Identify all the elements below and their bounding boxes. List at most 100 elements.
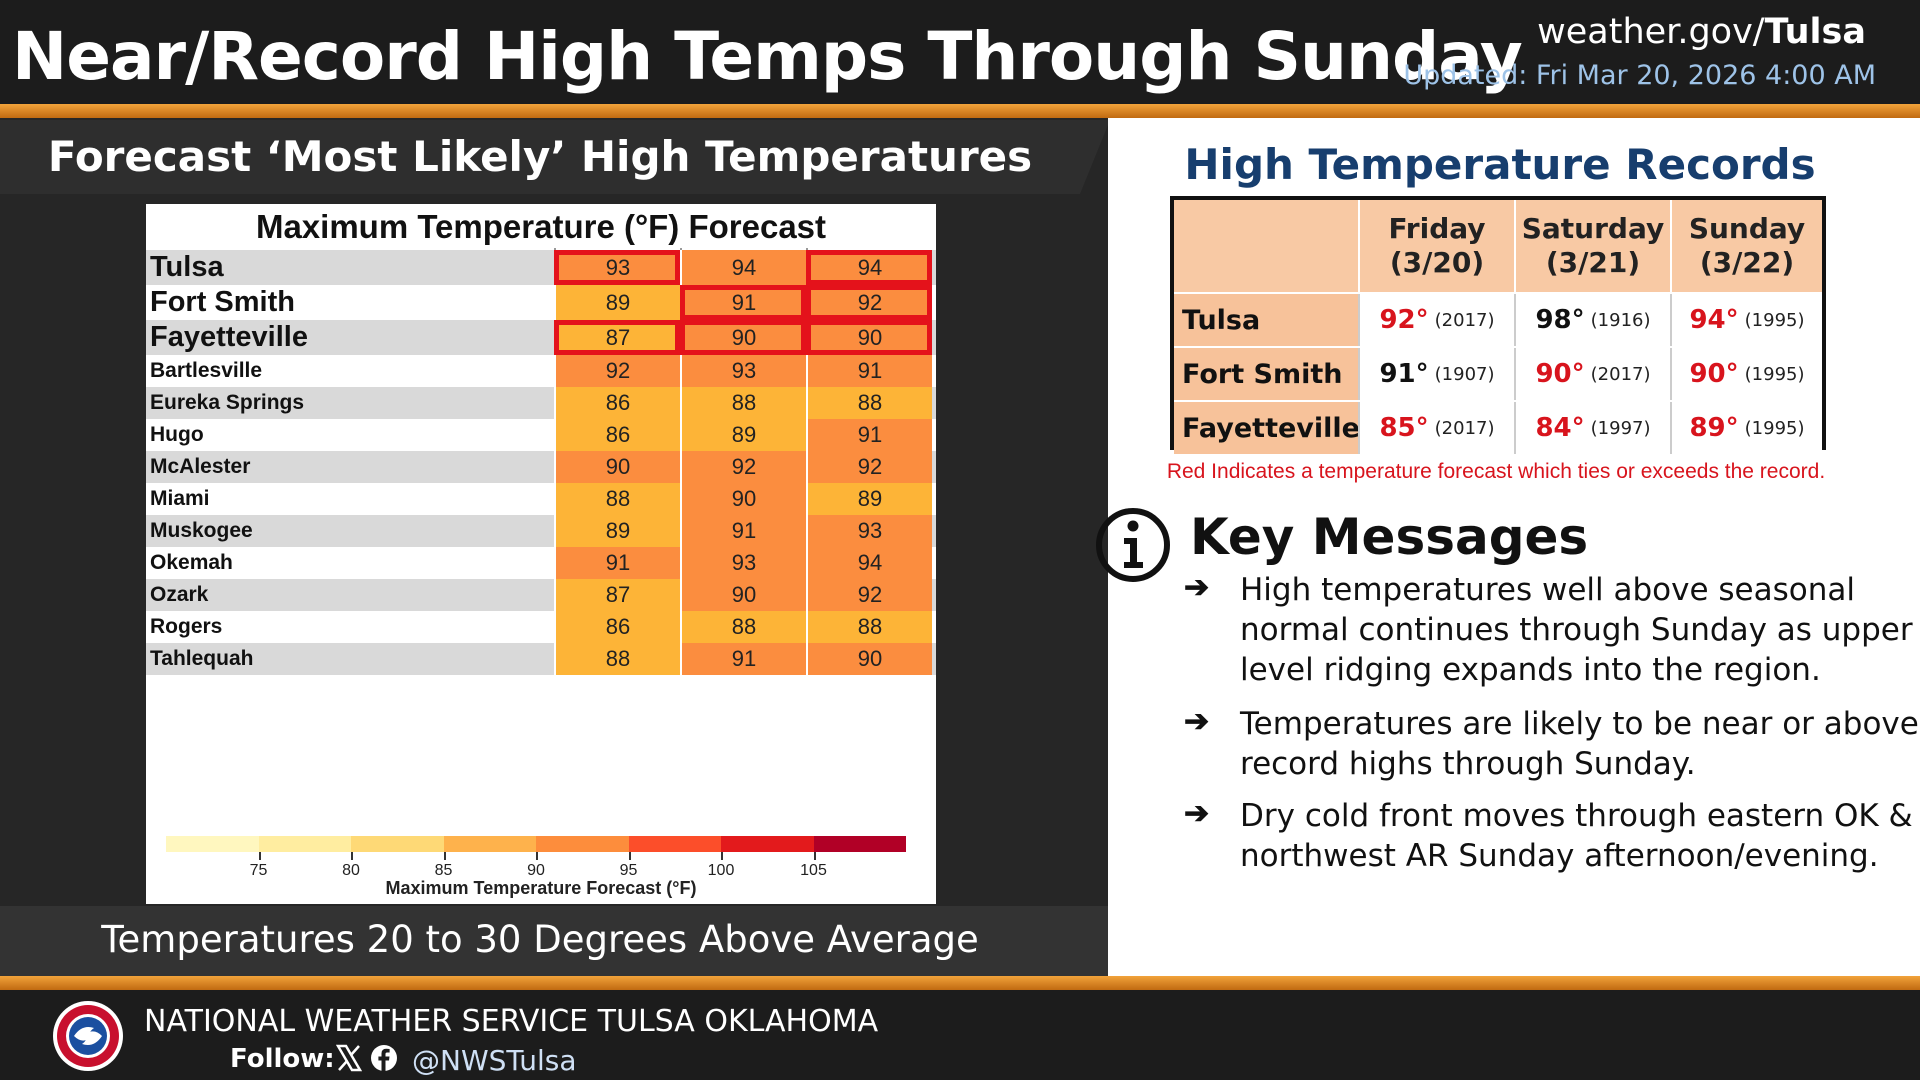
forecast-table-title: Maximum Temperature (°F) Forecast <box>255 208 827 245</box>
footer <box>0 990 1920 1080</box>
color-scale-tick <box>721 852 723 860</box>
record-temp: 92° <box>1379 305 1429 335</box>
forecast-city-label: Tulsa <box>150 251 224 283</box>
record-year: (1907) <box>1434 363 1495 385</box>
header: Near/Record High Temps Through Sunday we… <box>0 0 1920 104</box>
forecast-temp-cell: 88 <box>680 387 806 419</box>
forecast-row: Fayetteville 87 90 90 <box>146 320 936 355</box>
forecast-temp-cell: 93 <box>806 515 932 547</box>
forecast-temp-cell: 92 <box>806 451 932 483</box>
forecast-temp-cell: 91 <box>806 419 932 451</box>
records-header-sunday: Sunday (3/22) <box>1670 200 1822 292</box>
forecast-temp-cell: 89 <box>680 419 806 451</box>
record-year: (1995) <box>1744 417 1805 439</box>
site-link[interactable]: weather.gov/Tulsa <box>1537 12 1866 52</box>
color-scale-tick <box>628 852 631 860</box>
forecast-row: Tulsa 93 94 94 <box>146 250 936 285</box>
site-prefix: weather.gov/ <box>1537 12 1765 52</box>
footer-divider <box>0 976 1920 990</box>
forecast-temp-cell: 90 <box>680 483 806 515</box>
forecast-temp-cell: 94 <box>806 250 932 285</box>
forecast-city-label: Rogers <box>150 615 223 638</box>
forecast-city-label: Tahlequah <box>150 647 254 670</box>
forecast-row: Okemah 91 93 94 <box>146 547 936 579</box>
forecast-temp-cell: 94 <box>680 250 806 285</box>
record-cell: 90° (2017) <box>1514 348 1670 400</box>
forecast-temp-cell: 93 <box>680 547 806 579</box>
forecast-temp-cell: 86 <box>554 611 680 643</box>
record-cell: 84° (1997) <box>1514 402 1670 454</box>
record-year: (1995) <box>1744 309 1805 331</box>
color-scale-tick <box>258 852 261 860</box>
record-temp: 84° <box>1535 413 1585 443</box>
forecast-city-label: Fort Smith <box>150 286 295 318</box>
arrow-right-icon: ➔ <box>1184 571 1210 604</box>
follow-label: Follow: <box>230 1044 335 1074</box>
forecast-temp-cell: 91 <box>554 547 680 579</box>
record-temp: 98° <box>1535 305 1585 335</box>
key-messages-title: Key Messages <box>1190 508 1589 566</box>
records-row: Tulsa 92° (2017) 98° (1916) 94° (1995) <box>1174 292 1822 346</box>
record-temp: 85° <box>1379 413 1429 443</box>
color-scale-tick <box>351 852 353 860</box>
forecast-temp-cell: 87 <box>554 579 680 611</box>
records-city-label: Fort Smith <box>1174 348 1358 400</box>
record-year: (2017) <box>1590 363 1651 385</box>
x-logo-icon[interactable] <box>336 1044 362 1072</box>
records-title: High Temperature Records <box>1184 140 1816 189</box>
forecast-temp-cell: 89 <box>554 515 680 547</box>
forecast-row: Fort Smith 89 91 92 <box>146 285 936 320</box>
forecast-temp-cell: 90 <box>806 320 932 355</box>
forecast-temp-cell: 88 <box>680 611 806 643</box>
forecast-row: Tahlequah 88 91 90 <box>146 643 936 675</box>
forecast-temp-cell: 86 <box>554 419 680 451</box>
record-cell: 98° (1916) <box>1514 294 1670 346</box>
forecast-temp-cell: 88 <box>554 483 680 515</box>
arrow-right-icon: ➔ <box>1184 705 1210 738</box>
forecast-row: Eureka Springs 86 88 88 <box>146 387 936 419</box>
color-scale-bar <box>166 836 906 852</box>
record-temp: 89° <box>1689 413 1739 443</box>
records-note: Red Indicates a temperature forecast whi… <box>1166 460 1826 483</box>
office-name: NATIONAL WEATHER SERVICE TULSA OKLAHOMA <box>144 1004 879 1039</box>
color-scale-segment <box>721 836 814 852</box>
color-scale-label: 80 <box>342 862 360 879</box>
record-year: (1997) <box>1590 417 1651 439</box>
record-cell: 85° (2017) <box>1358 402 1514 454</box>
forecast-temp-cell: 88 <box>806 387 932 419</box>
forecast-temp-cell: 89 <box>806 483 932 515</box>
forecast-temp-cell: 87 <box>554 320 680 355</box>
forecast-row: Ozark 87 90 92 <box>146 579 936 611</box>
record-year: (2017) <box>1434 309 1495 331</box>
records-header-friday: Friday (3/20) <box>1358 200 1514 292</box>
record-cell: 89° (1995) <box>1670 402 1822 454</box>
color-scale-segment <box>166 836 259 852</box>
color-scale-segment <box>351 836 444 852</box>
forecast-row: Muskogee 89 91 93 <box>146 515 936 547</box>
forecast-temp-cell: 92 <box>806 579 932 611</box>
forecast-city-label: Ozark <box>150 583 209 606</box>
color-scale-segment <box>258 836 351 852</box>
forecast-row: McAlester 90 92 92 <box>146 451 936 483</box>
nws-logo-icon <box>53 1001 123 1071</box>
record-temp: 91° <box>1379 359 1429 389</box>
header-divider <box>0 104 1920 118</box>
color-scale-label: 90 <box>527 862 545 879</box>
records-city-label: Fayetteville <box>1174 402 1360 454</box>
forecast-temp-cell: 86 <box>554 387 680 419</box>
records-row: Fayetteville 85° (2017) 84° (1997) 89° (1995) <box>1174 400 1822 454</box>
record-year: (2017) <box>1434 417 1495 439</box>
forecast-city-label: Okemah <box>150 551 233 574</box>
forecast-temp-cell: 91 <box>680 515 806 547</box>
social-handle[interactable]: @NWSTulsa <box>412 1044 577 1077</box>
forecast-row: Rogers 86 88 88 <box>146 611 936 643</box>
facebook-icon[interactable] <box>370 1044 398 1072</box>
forecast-temp-cell: 91 <box>806 355 932 387</box>
forecast-temp-cell: 89 <box>554 285 680 320</box>
color-scale-label: 75 <box>249 862 268 879</box>
key-message-text: Temperatures are likely to be near or ab… <box>1240 706 1919 782</box>
forecast-temp-cell: 90 <box>680 320 806 355</box>
record-year: (1916) <box>1590 309 1651 331</box>
color-scale-tick <box>443 852 446 860</box>
forecast-row: Hugo 86 89 91 <box>146 419 936 451</box>
